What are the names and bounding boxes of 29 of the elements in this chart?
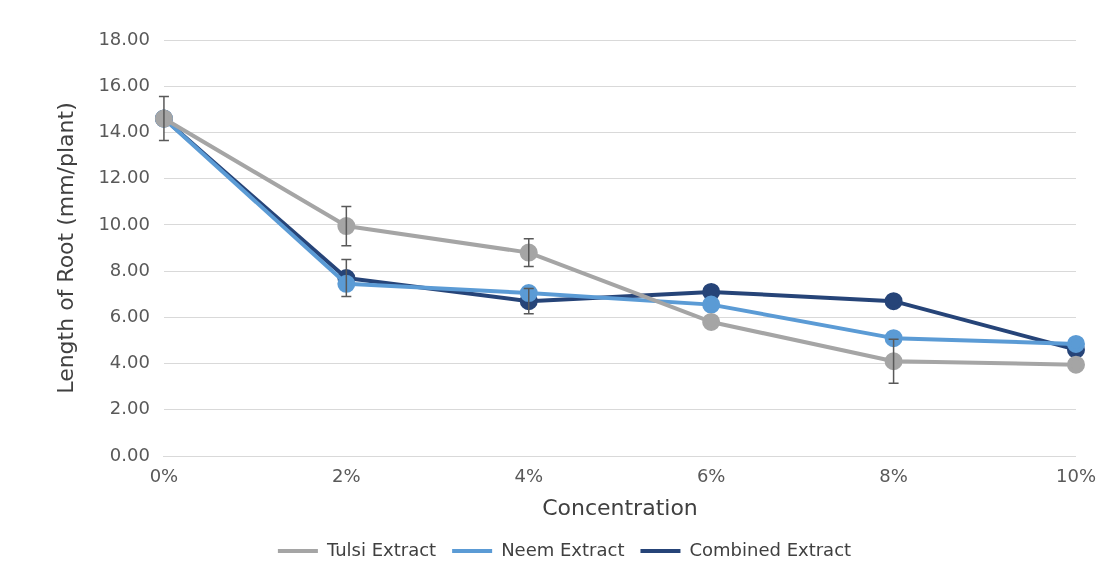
y-tick-label: 12.00 bbox=[98, 166, 150, 188]
y-tick-label: 4.00 bbox=[109, 351, 150, 373]
point bbox=[1067, 334, 1085, 353]
point bbox=[702, 295, 721, 314]
x-tick-label: 2% bbox=[332, 465, 361, 487]
point bbox=[884, 292, 903, 311]
point bbox=[337, 217, 356, 236]
point bbox=[702, 312, 721, 331]
x-axis-title: Concentration bbox=[542, 494, 698, 520]
point bbox=[337, 274, 356, 293]
x-tick-label: 6% bbox=[696, 465, 726, 487]
legend-label: Tulsi Extract bbox=[325, 538, 437, 560]
legend-label: Combined Extract bbox=[689, 538, 852, 560]
y-tick-label: 2.00 bbox=[109, 397, 150, 419]
x-tick-label: 4% bbox=[514, 465, 544, 487]
legend-label: Neem Extract bbox=[501, 538, 625, 560]
x-tick-label: 10% bbox=[1055, 465, 1096, 487]
x-tick-label: 8% bbox=[879, 465, 908, 487]
y-tick-label: 16.00 bbox=[98, 73, 150, 95]
y-tick-label: 18.00 bbox=[98, 27, 150, 49]
y-tick-label: 14.00 bbox=[98, 120, 150, 142]
point bbox=[1067, 355, 1085, 374]
y-tick-label: 6.00 bbox=[109, 305, 150, 327]
point bbox=[884, 352, 903, 371]
y-tick-label: 8.00 bbox=[109, 258, 150, 280]
x-tick-label: 0% bbox=[149, 465, 179, 487]
y-tick-label: 10.00 bbox=[98, 212, 150, 234]
y-tick-label: 0.00 bbox=[109, 443, 150, 465]
y-axis-title: Length of Root (mm/plant) bbox=[52, 102, 78, 394]
